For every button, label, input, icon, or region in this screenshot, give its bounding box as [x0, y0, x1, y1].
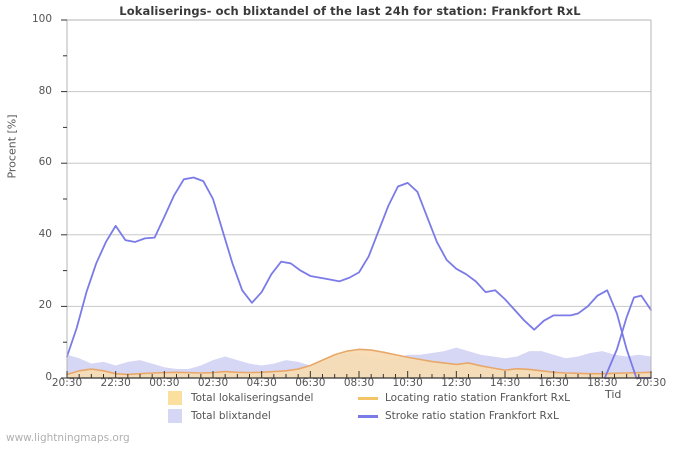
- x-tick-label: 00:30: [149, 377, 180, 389]
- y-tick-label: 40: [38, 227, 52, 240]
- line-stroke-ratio-tail: [603, 294, 652, 379]
- x-tick-label: 20:30: [635, 377, 667, 389]
- legend-label: Total blixtandel: [191, 410, 271, 422]
- x-tick-label: 04:30: [246, 377, 277, 389]
- chart-legend: Total lokaliseringsandel Locating ratio …: [168, 390, 688, 426]
- x-tick-label: 14:30: [489, 377, 521, 389]
- y-tick-label: 100: [31, 13, 52, 25]
- line-stroke-ratio: [66, 176, 652, 379]
- legend-row: Total blixtandel Stroke ratio station Fr…: [168, 408, 688, 424]
- legend-label: Total lokaliseringsandel: [191, 392, 314, 404]
- x-axis-title: Tid: [605, 388, 622, 401]
- legend-item-total-blixtandel[interactable]: Total blixtandel: [168, 409, 358, 423]
- legend-row: Total lokaliseringsandel Locating ratio …: [168, 390, 688, 406]
- x-tick-label: 02:30: [197, 377, 229, 389]
- legend-swatch-area-icon: [168, 409, 182, 423]
- x-tick-label: 18:30: [587, 377, 618, 389]
- y-tick-label: 80: [38, 84, 52, 97]
- legend-swatch-area-icon: [168, 391, 182, 405]
- legend-label: Locating ratio station Frankfort RxL: [385, 392, 571, 404]
- legend-line-icon: [358, 414, 378, 418]
- x-tick-label: 22:30: [100, 377, 131, 389]
- legend-item-locating-ratio[interactable]: Locating ratio station Frankfort RxL: [358, 392, 570, 404]
- x-tick-label: 10:30: [392, 377, 423, 389]
- x-tick-label: 12:30: [441, 377, 472, 389]
- y-tick-label: 20: [38, 299, 52, 312]
- plot-background: [67, 20, 651, 378]
- y-tick-label: 0: [45, 371, 52, 383]
- x-tick-label: 08:30: [343, 377, 375, 389]
- x-tick-label: 20:30: [51, 377, 83, 389]
- x-tick-label: 06:30: [295, 377, 326, 389]
- x-tick-label: 16:30: [538, 377, 569, 389]
- watermark: www.lightningmaps.org: [6, 432, 130, 444]
- legend-line-icon: [358, 396, 378, 400]
- legend-label: Stroke ratio station Frankfort RxL: [385, 410, 559, 422]
- y-tick-label: 60: [38, 156, 52, 169]
- legend-item-stroke-ratio[interactable]: Stroke ratio station Frankfort RxL: [358, 410, 559, 422]
- legend-item-total-lokaliseringsandel[interactable]: Total lokaliseringsandel: [168, 391, 358, 405]
- chart-title: Lokaliserings- och blixtandel of the las…: [119, 4, 581, 18]
